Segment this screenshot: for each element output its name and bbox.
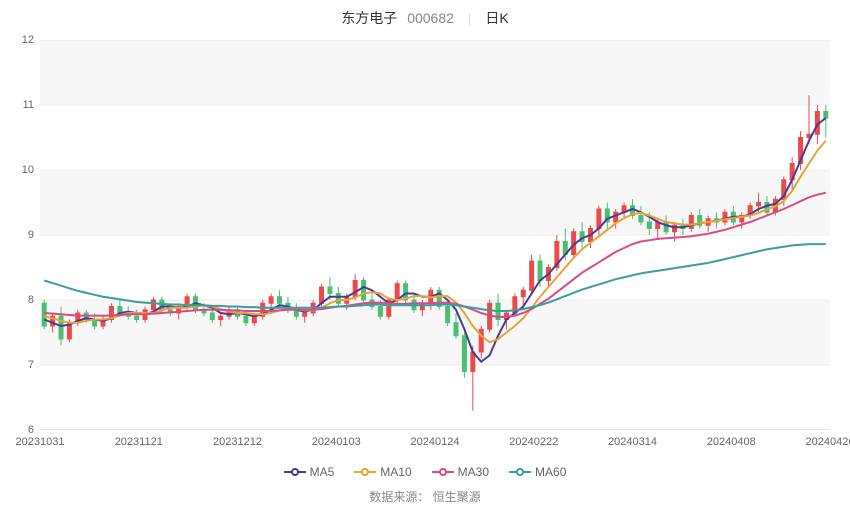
chart-svg xyxy=(40,40,830,430)
legend-item-ma60: MA60 xyxy=(509,465,566,479)
x-tick-label: 20240103 xyxy=(312,436,361,448)
legend-item-ma5: MA5 xyxy=(284,465,335,479)
source-label: 数据来源： xyxy=(369,490,429,504)
x-tick-label: 20231031 xyxy=(16,436,65,448)
legend-label: MA10 xyxy=(380,465,411,479)
y-tick-label: 9 xyxy=(28,229,34,241)
y-tick-label: 8 xyxy=(28,294,34,306)
legend-marker-icon xyxy=(432,471,454,473)
legend-marker-icon xyxy=(284,471,306,473)
legend-label: MA30 xyxy=(458,465,489,479)
chart-period: 日K xyxy=(485,10,508,26)
stock-name: 东方电子 xyxy=(341,10,397,26)
x-tick-label: 20240426 xyxy=(806,436,850,448)
x-tick-label: 20240124 xyxy=(411,436,460,448)
source-value: 恒生聚源 xyxy=(433,490,481,504)
legend-label: MA60 xyxy=(535,465,566,479)
legend-item-ma10: MA10 xyxy=(354,465,411,479)
y-tick-label: 6 xyxy=(28,424,34,436)
y-tick-label: 11 xyxy=(23,99,34,111)
legend-marker-icon xyxy=(509,471,531,473)
x-tick-label: 20240222 xyxy=(509,436,558,448)
y-tick-label: 7 xyxy=(28,359,34,371)
legend-marker-icon xyxy=(354,471,376,473)
x-tick-label: 20240408 xyxy=(707,436,756,448)
x-tick-label: 20231121 xyxy=(115,436,163,448)
y-tick-label: 10 xyxy=(22,164,34,176)
x-tick-label: 20240314 xyxy=(608,436,657,448)
data-source: 数据来源： 恒生聚源 xyxy=(0,488,850,505)
chart-title: 东方电子 000682 | 日K xyxy=(0,0,850,28)
chart-legend: MA5 MA10 MA30 MA60 xyxy=(0,462,850,479)
title-separator: | xyxy=(468,10,472,26)
stock-code: 000682 xyxy=(407,10,454,26)
y-tick-label: 12 xyxy=(22,34,34,46)
chart-container: 东方电子 000682 | 日K 6789101112 202310312023… xyxy=(0,0,850,517)
legend-item-ma30: MA30 xyxy=(432,465,489,479)
chart-plot-area: 6789101112 20231031202311212023121220240… xyxy=(40,40,830,430)
x-tick-label: 20231212 xyxy=(213,436,262,448)
legend-label: MA5 xyxy=(310,465,335,479)
